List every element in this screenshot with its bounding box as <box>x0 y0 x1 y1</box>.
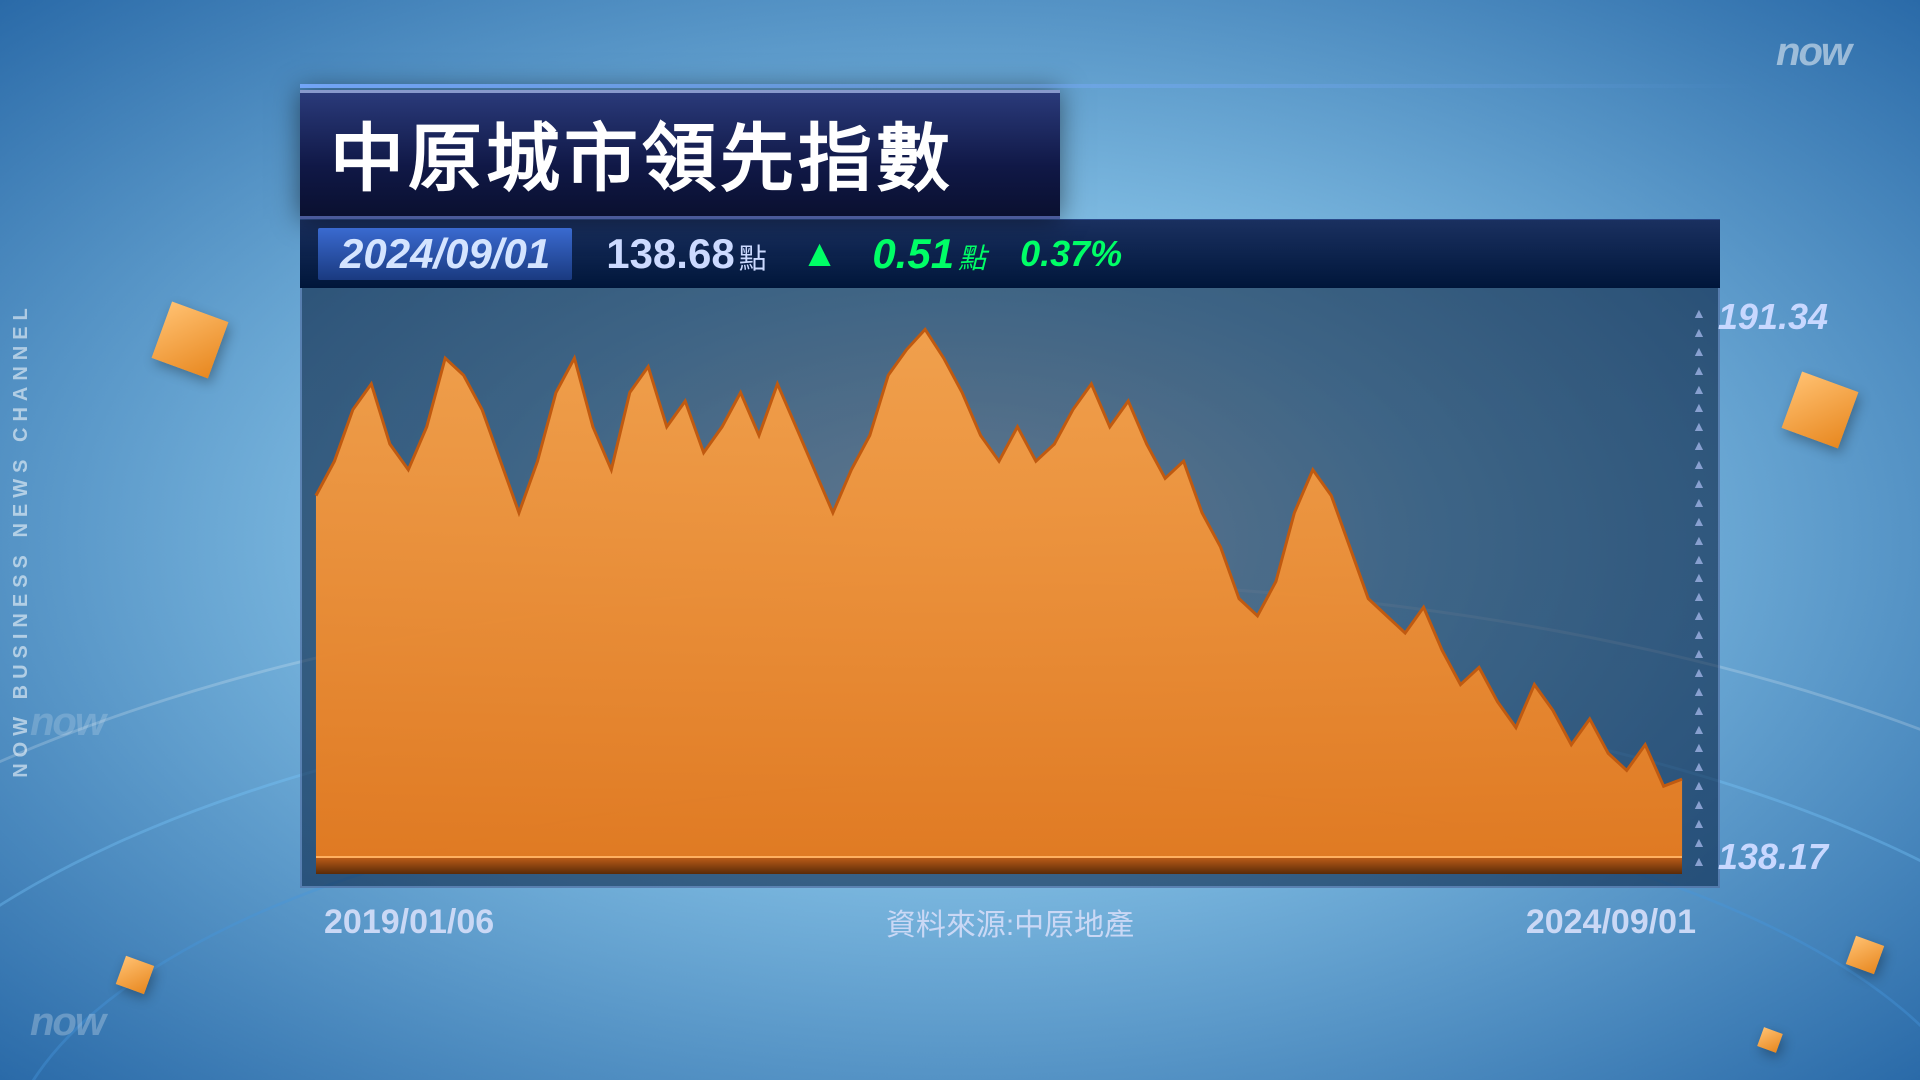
stats-value-number: 138.68 <box>606 230 734 277</box>
panel-top-accent <box>300 84 1760 88</box>
y-max-label: 191.34 <box>1718 296 1828 338</box>
now-logo: now <box>30 1000 104 1045</box>
stats-date: 2024/09/01 <box>318 228 572 280</box>
bg-cube <box>1757 1027 1783 1053</box>
x-end-label: 2024/09/01 <box>1526 903 1696 942</box>
stats-bar: 2024/09/01 138.68點 ▲ 0.51點 0.37% <box>300 219 1720 288</box>
panel-title: 中原城市領先指數 <box>300 90 1060 219</box>
bg-cube <box>1846 936 1884 974</box>
arrow-up-icon: ▲ <box>801 233 839 276</box>
y-min-label: 138.17 <box>1718 836 1828 878</box>
bg-cube <box>1782 372 1859 449</box>
stats-change: 0.51點 <box>872 230 986 278</box>
chart-source-label: 資料來源:中原地產 <box>886 900 1134 944</box>
bg-cube <box>116 956 154 994</box>
y-axis-markers: ▲▲▲▲▲▲▲▲▲▲ ▲▲▲▲▲▲▲▲▲▲ ▲▲▲▲▲▲▲▲▲▲ <box>1692 308 1706 866</box>
stats-value: 138.68點 <box>606 230 766 278</box>
x-start-label: 2019/01/06 <box>324 903 494 942</box>
chart-panel: 中原城市領先指數 2024/09/01 138.68點 ▲ 0.51點 0.37… <box>300 90 1720 944</box>
stats-value-unit: 點 <box>739 243 767 274</box>
now-logo: now <box>30 700 104 745</box>
chart-baseline <box>316 856 1682 874</box>
now-logo: now <box>1776 30 1850 75</box>
stats-change-unit: 點 <box>958 243 986 274</box>
chart-svg <box>302 288 1718 886</box>
bg-cube <box>152 302 229 379</box>
chart-footer: 2019/01/06 資料來源:中原地產 2024/09/01 <box>300 888 1720 944</box>
stats-change-number: 0.51 <box>872 230 954 277</box>
stats-change-pct: 0.37% <box>1020 233 1122 275</box>
chart-area: ▲▲▲▲▲▲▲▲▲▲ ▲▲▲▲▲▲▲▲▲▲ ▲▲▲▲▲▲▲▲▲▲ 191.34 … <box>300 288 1720 888</box>
